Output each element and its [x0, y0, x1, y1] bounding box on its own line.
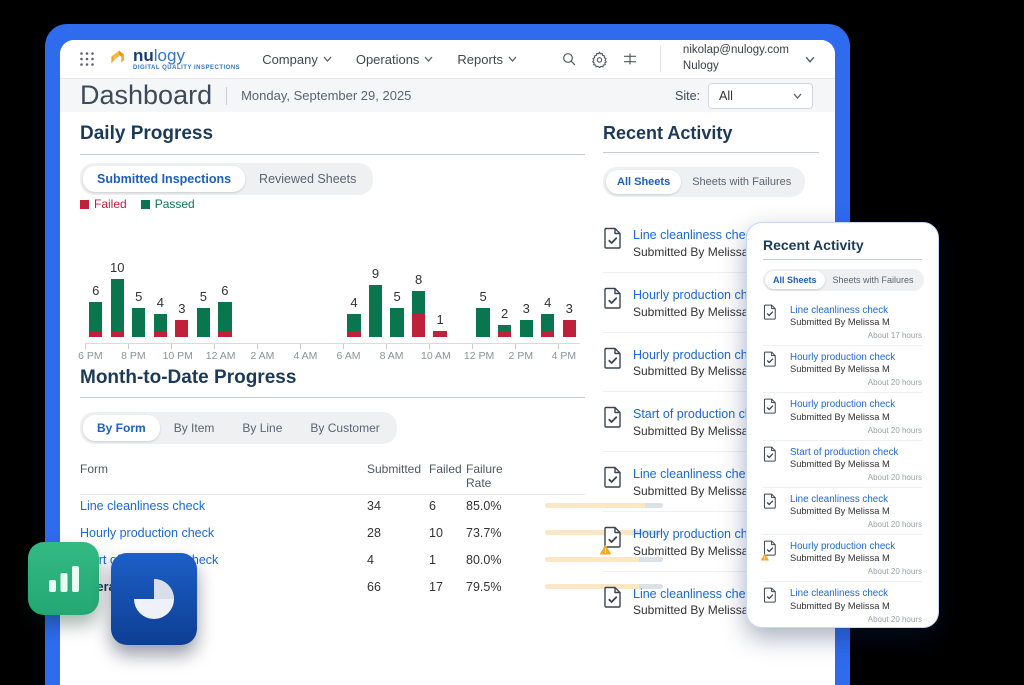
svg-text:!: !	[604, 548, 606, 555]
